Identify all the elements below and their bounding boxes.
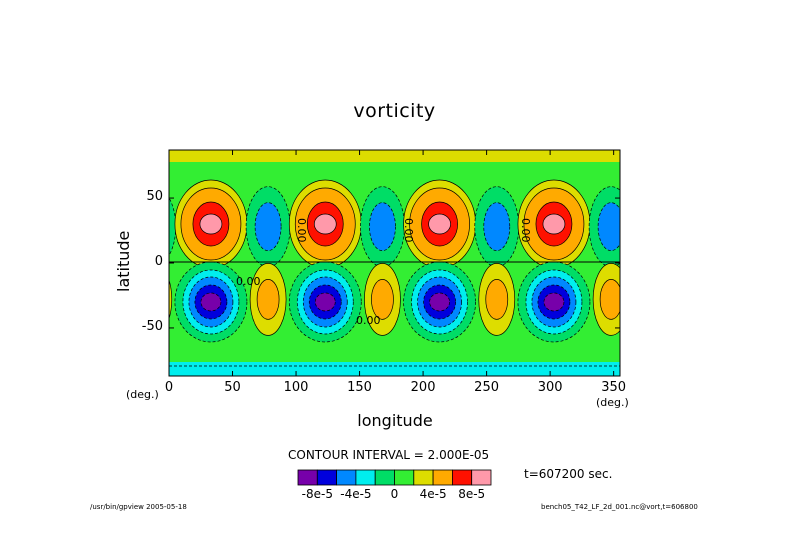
contour-high-south <box>371 279 394 320</box>
contour-value-label: 0.00 <box>236 275 261 288</box>
contour-high-north <box>638 188 698 260</box>
contour-high-north <box>657 214 679 234</box>
contour-high-south <box>485 279 509 320</box>
contour-high-south <box>256 279 280 320</box>
x-tick-label: 300 <box>537 380 563 395</box>
contour-low-south <box>640 270 696 334</box>
contour-high-north <box>542 213 566 235</box>
contour-low-south <box>646 277 690 327</box>
contour-low-south <box>75 277 119 327</box>
contour-low-north <box>254 202 282 251</box>
contour-low-north <box>169 197 177 257</box>
contour-high-north <box>79 202 115 246</box>
x-tick-label: 50 <box>224 380 241 395</box>
contour-low-south <box>543 292 565 312</box>
colorbar-swatch <box>355 469 376 486</box>
colorbar-swatch <box>471 469 492 486</box>
colorbar-swatch <box>413 469 434 486</box>
contour-high-south <box>714 279 736 319</box>
y-tick-label: -50 <box>141 318 163 334</box>
time-label: t=607200 sec. <box>524 467 613 481</box>
contour-interval-label: CONTOUR INTERVAL = 2.000E-05 <box>288 448 490 462</box>
chart-title: vorticity <box>353 100 436 122</box>
contour-high-north <box>428 213 451 235</box>
colorbar-label: 4e-5 <box>419 487 447 501</box>
x-axis-label: longitude <box>357 411 433 430</box>
polar-band-south <box>169 362 620 376</box>
contour-low-south <box>429 292 450 312</box>
contour-low-north <box>369 202 396 251</box>
contour-low-south <box>81 285 113 319</box>
contour-high-north <box>632 180 704 268</box>
contour-high-south <box>707 263 743 335</box>
contour-low-south <box>632 262 704 342</box>
y-tick-label: 50 <box>146 189 163 205</box>
x-tick-label: 100 <box>283 380 309 395</box>
contour-high-north <box>86 214 108 234</box>
contour-high-north <box>650 202 686 246</box>
contour-low-north <box>703 187 747 267</box>
y-tick-label: 0 <box>154 254 163 269</box>
contour-low-south <box>200 292 222 312</box>
y-axis-unit: (deg.) <box>126 388 159 401</box>
polar-band-north <box>169 150 620 162</box>
contour-value-label: 0.00 <box>295 218 308 243</box>
colorbar-swatch <box>394 469 415 486</box>
colorbar-swatch <box>451 469 473 486</box>
contour-low-north <box>712 203 738 251</box>
colorbar-label: 0 <box>390 487 399 501</box>
colorbar-label: -8e-5 <box>301 487 333 501</box>
contour-value-label: 0.00 <box>519 218 532 243</box>
contour-high-south <box>143 279 165 319</box>
colorbar-swatch <box>297 469 318 486</box>
contour-low-north <box>483 202 511 251</box>
colorbar-swatch <box>432 469 453 486</box>
contour-high-south <box>169 279 173 320</box>
contour-low-south <box>652 285 684 319</box>
x-axis-unit: (deg.) <box>596 396 629 409</box>
colorbar-swatch <box>374 469 395 486</box>
contour-high-south <box>599 279 620 320</box>
x-tick-label: 350 <box>601 380 627 395</box>
footer-left: /usr/bin/gpview 2005-05-18 <box>90 503 187 511</box>
contour-high-north <box>313 213 337 235</box>
contour-low-south <box>87 293 107 311</box>
colorbar-label: 8e-5 <box>458 487 486 501</box>
contour-high-north <box>199 213 223 235</box>
colorbar-label: -4e-5 <box>340 487 372 501</box>
contour-value-label: 0.00 <box>402 218 415 243</box>
colorbar-swatch <box>336 469 357 486</box>
x-tick-label: 150 <box>347 380 372 395</box>
contour-low-south <box>658 293 678 311</box>
contour-low-north <box>597 202 620 251</box>
x-tick-label: 0 <box>164 380 174 395</box>
x-tick-label: 200 <box>410 380 436 395</box>
colorbar-swatch <box>316 469 337 486</box>
contour-low-north <box>141 203 167 251</box>
x-tick-label: 250 <box>474 380 499 395</box>
footer-right: bench05_T42_LF_2d_001.nc@vort,t=606800 <box>541 503 698 511</box>
contour-low-south <box>314 292 336 312</box>
contour-value-label: 0.00 <box>356 314 381 327</box>
